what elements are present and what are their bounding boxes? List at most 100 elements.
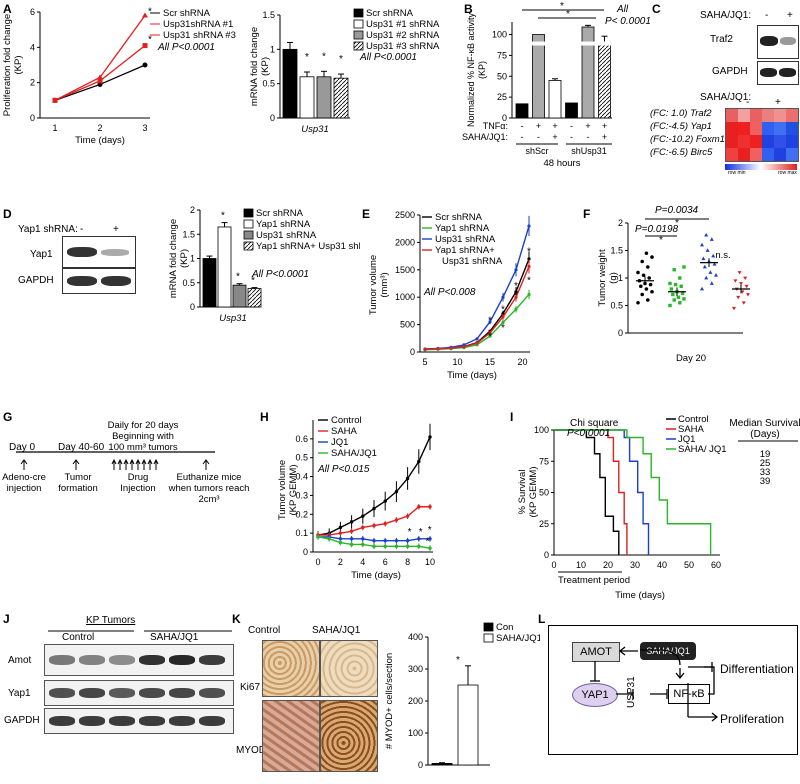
x-tick-label: 1 bbox=[52, 123, 57, 133]
saha-sign: - bbox=[587, 132, 590, 142]
saha-sign: + bbox=[602, 132, 607, 142]
legend-label: Con bbox=[496, 622, 513, 633]
data-point bbox=[668, 281, 672, 286]
legend-swatch bbox=[483, 622, 494, 632]
heatmap-cell bbox=[762, 135, 774, 148]
data-point bbox=[647, 276, 651, 280]
data-point bbox=[650, 289, 654, 294]
y-tick-label: 0 bbox=[190, 302, 195, 312]
blot-band bbox=[199, 716, 225, 726]
c-gapdh-blot bbox=[757, 61, 799, 85]
y-tick-label: 1 bbox=[190, 254, 195, 264]
legend-label: Yap1 shRNA+ bbox=[435, 245, 495, 256]
legend-label: SAHA bbox=[678, 424, 705, 435]
significance-star: * bbox=[148, 35, 152, 46]
blot-strip bbox=[44, 644, 234, 676]
heatmap-cell bbox=[726, 122, 738, 135]
data-point bbox=[636, 300, 640, 305]
x-tick-label: 8 bbox=[405, 557, 410, 567]
data-point bbox=[672, 298, 676, 302]
x-tick-label: 2 bbox=[338, 557, 343, 567]
y-tick-label: 300 bbox=[408, 664, 423, 674]
data-point bbox=[671, 292, 675, 297]
chart-i-survival: 0 25 50 75 100 % Survival(KP GEMM) 0 10 20 30 40 50… bbox=[517, 414, 800, 601]
data-point bbox=[700, 286, 704, 291]
legend-label: Usp31 #1 shRNA bbox=[366, 19, 440, 30]
data-point bbox=[646, 265, 650, 269]
data-point bbox=[678, 276, 682, 280]
legend-swatch bbox=[353, 8, 364, 18]
panel-label-k: K bbox=[232, 612, 241, 626]
data-point bbox=[700, 242, 704, 247]
bar bbox=[598, 44, 611, 119]
x-tick-label: 10 bbox=[425, 557, 435, 567]
panel-label-c: C bbox=[652, 2, 661, 16]
data-point bbox=[646, 298, 650, 302]
heatmap-cell bbox=[750, 122, 762, 135]
chart-f-tumor-weight: 0 0.5 1 1.5 2 Tumor weight(g) Day 20 P=0.0034 P=… bbox=[597, 205, 750, 364]
x-axis-label: Time (days) bbox=[447, 370, 497, 381]
x-axis-label: Usp31 bbox=[219, 313, 246, 324]
data-point bbox=[676, 295, 681, 299]
group-label: shScr bbox=[525, 146, 548, 156]
y-tick-label: 0 bbox=[270, 113, 275, 123]
data-point bbox=[669, 287, 674, 291]
data-point bbox=[672, 268, 676, 272]
heatmap-cell bbox=[750, 109, 762, 122]
data-point bbox=[644, 251, 649, 256]
p-value: P=0.0198 bbox=[635, 224, 679, 235]
y-tick-label: 100 bbox=[534, 425, 549, 435]
tnf-sign: - bbox=[521, 121, 524, 131]
c-legend-min: row min bbox=[728, 170, 746, 176]
l-arrows bbox=[590, 646, 719, 722]
x-tick-label: 20 bbox=[603, 560, 613, 570]
series-line bbox=[424, 258, 530, 350]
chart-h-gemm-volume: 0 0.1 0.2 0.3 0.4 0.5 0.6 Tumor volume(KP GEMM)… bbox=[277, 415, 435, 581]
y-axis-label: Tumor volume(mm³) bbox=[368, 255, 390, 315]
heatmap-cell bbox=[726, 109, 738, 122]
x-tick-label: 5 bbox=[422, 357, 427, 367]
data-point bbox=[436, 347, 440, 351]
y-tick-label: 0 bbox=[418, 760, 423, 770]
x-axis-label: Day 20 bbox=[676, 353, 706, 364]
c-traf2-blot bbox=[757, 25, 799, 59]
d-yap1-label: Yap1 bbox=[30, 249, 53, 260]
heatmap-row-label: (FC:-6.5) Birc5 bbox=[650, 147, 713, 158]
significance-star: * bbox=[566, 9, 570, 20]
legend-label: Usp31 #2 shRNA bbox=[366, 30, 440, 41]
bar bbox=[202, 258, 217, 308]
y-axis-label: mRNA fold change(KP) bbox=[168, 219, 190, 298]
tnf-sign: + bbox=[585, 121, 590, 131]
l-diff: Differentiation bbox=[720, 662, 794, 676]
blot-band bbox=[109, 716, 135, 726]
blot-band bbox=[139, 688, 165, 698]
y-axis-label: # MYOD+ cells/section bbox=[384, 653, 395, 749]
heatmap-row-label: (FC:-10.2) Foxm1 bbox=[650, 134, 725, 145]
panel-label-i: I bbox=[510, 410, 514, 424]
x-axis-label: Usp31 bbox=[301, 124, 328, 135]
j-amot-label: Amot bbox=[8, 655, 32, 666]
blot-band bbox=[49, 688, 75, 698]
series-line bbox=[54, 15, 146, 101]
significance-star: * bbox=[514, 281, 518, 292]
j-blot-strips bbox=[44, 644, 234, 734]
panel-label-b: B bbox=[464, 2, 473, 16]
data-point bbox=[640, 259, 644, 264]
blot-band bbox=[169, 688, 195, 698]
legend-label: Yap1 shRNA+ Usp31 shRNA bbox=[256, 241, 360, 252]
tnf-sign: - bbox=[570, 121, 573, 131]
bar bbox=[532, 34, 545, 119]
heatmap-cell bbox=[786, 122, 798, 135]
j-title: KP Tumors bbox=[86, 615, 136, 626]
significance-star: * bbox=[408, 527, 412, 538]
y-tick-label: 6 bbox=[30, 7, 35, 17]
y-tick-label: 75 bbox=[539, 456, 549, 466]
legend-swatch bbox=[243, 230, 254, 240]
y-tick-label: 1 bbox=[618, 273, 623, 283]
significance-star: * bbox=[501, 305, 505, 316]
heatmap-row-label: (FC: 1.0) Traf2 bbox=[650, 108, 712, 119]
data-point bbox=[680, 291, 685, 296]
y-tick-label: 1.5 bbox=[182, 229, 195, 239]
c-plus: + bbox=[787, 10, 793, 21]
